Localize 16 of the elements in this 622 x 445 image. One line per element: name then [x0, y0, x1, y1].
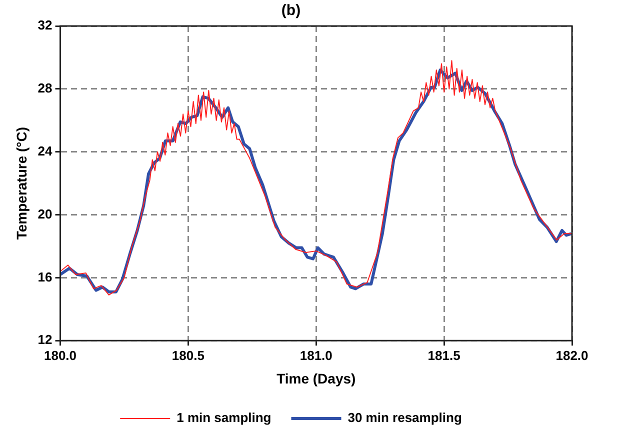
legend-label: 1 min sampling: [176, 410, 272, 426]
chart-title: (b): [281, 2, 301, 20]
x-tick-label: 181.0: [300, 348, 332, 363]
y-tick-label: 20: [38, 206, 52, 222]
x-tick-label: 181.5: [428, 348, 460, 363]
y-tick-label: 16: [38, 269, 52, 284]
x-tick-label: 182.0: [556, 348, 588, 363]
x-axis-title: Time (Days): [276, 370, 356, 386]
y-tick-label: 12: [38, 332, 52, 348]
y-axis-title: Temperature (°C): [13, 126, 30, 240]
y-tick-label: 32: [38, 18, 52, 33]
x-tick-label: 180.5: [172, 348, 204, 363]
legend-label: 30 min resampling: [348, 410, 462, 426]
y-tick-label: 24: [38, 143, 54, 158]
x-tick-label: 180.0: [44, 348, 77, 363]
y-tick-label: 28: [38, 80, 52, 96]
